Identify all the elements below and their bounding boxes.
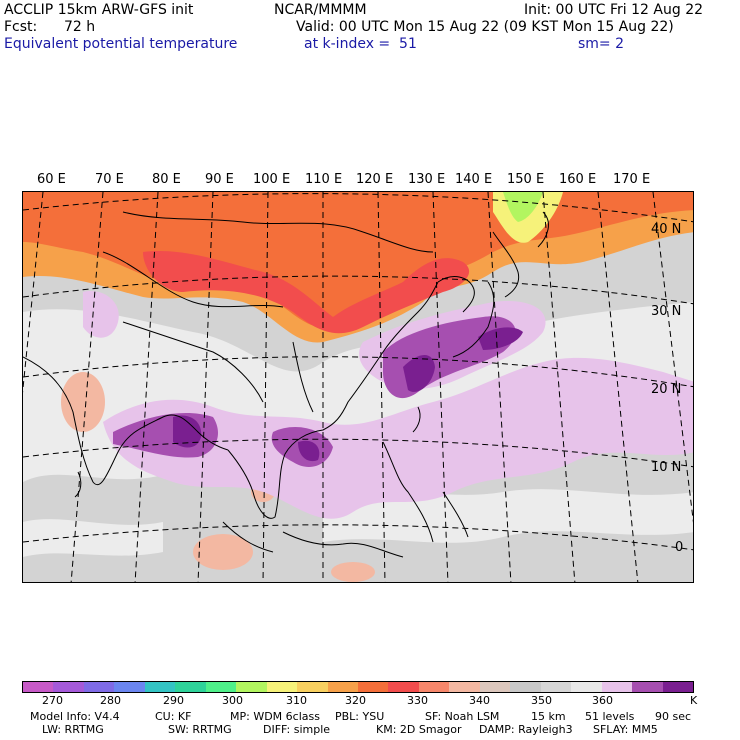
lat-label: 30 N xyxy=(651,304,682,319)
footer-item: DAMP: Rayleigh3 xyxy=(479,723,573,736)
colorbar-tick-label: 310 xyxy=(286,694,307,707)
cool-patch-green xyxy=(503,192,543,222)
colorbar-tick-label: 330 xyxy=(407,694,428,707)
footer-item: 15 km xyxy=(531,710,566,723)
colorbar-swatch xyxy=(662,682,693,692)
colorbar-tick-label: 320 xyxy=(345,694,366,707)
forecast-hour: 72 h xyxy=(64,19,96,35)
colorbar-swatch xyxy=(571,682,602,692)
colorbar-swatch xyxy=(175,682,206,692)
colorbar-swatch xyxy=(388,682,419,692)
footer-item: Model Info: V4.4 xyxy=(30,710,120,723)
footer-item: 51 levels xyxy=(585,710,635,723)
lon-label: 170 E xyxy=(613,172,651,187)
colorbar-tick-label: 290 xyxy=(163,694,184,707)
theta-e-map xyxy=(23,192,693,582)
lon-label: 130 E xyxy=(408,172,446,187)
coastlines xyxy=(23,211,549,558)
colorbar-tick-label: 360 xyxy=(592,694,613,707)
colorbar-swatch xyxy=(236,682,267,692)
lon-label: 60 E xyxy=(37,172,66,187)
colorbar-swatch xyxy=(114,682,145,692)
colorbar-tick-label: 270 xyxy=(42,694,63,707)
footer-item: KM: 2D Smagor xyxy=(376,723,462,736)
level-label: at k-index = 51 xyxy=(304,36,417,52)
colorbar-swatch xyxy=(144,682,176,692)
moist-max xyxy=(173,327,523,462)
colorbar-swatch xyxy=(205,682,237,692)
model-title: ACCLIP 15km ARW-GFS init xyxy=(4,2,194,18)
colorbar-swatch xyxy=(601,682,633,692)
colorbar-swatch xyxy=(418,682,450,692)
footer-item: PBL: YSU xyxy=(335,710,385,723)
footer-item: SW: RRTMG xyxy=(168,723,232,736)
footer-item: SF: Noah LSM xyxy=(425,710,500,723)
colorbar-swatch xyxy=(632,682,663,692)
footer-item: MP: WDM 6class xyxy=(230,710,320,723)
lon-label: 70 E xyxy=(95,172,124,187)
hottest-patch xyxy=(143,251,470,334)
lat-label: 20 N xyxy=(651,382,682,397)
graticule xyxy=(23,192,693,582)
lon-label: 160 E xyxy=(559,172,597,187)
lon-label: 90 E xyxy=(205,172,234,187)
colorbar-swatch xyxy=(357,682,389,692)
map-panel: 40 N 30 N 20 N 10 N 0 xyxy=(22,191,694,583)
colorbar-swatch xyxy=(83,682,115,692)
colorbar xyxy=(22,681,694,693)
init-time: Init: 00 UTC Fri 12 Aug 22 xyxy=(524,2,704,18)
colorbar-swatch xyxy=(266,682,298,692)
lat-label: 0 xyxy=(675,540,684,555)
org-label: NCAR/MMMM xyxy=(274,2,367,18)
colorbar-tick-label: 350 xyxy=(531,694,552,707)
colorbar-tick-label: 280 xyxy=(100,694,121,707)
footer-item: LW: RRTMG xyxy=(42,723,104,736)
lon-label: 80 E xyxy=(152,172,181,187)
smoothing-label: sm= 2 xyxy=(578,36,625,52)
footer-item: CU: KF xyxy=(155,710,192,723)
colorbar-swatch xyxy=(449,682,480,692)
footer-item: SFLAY: MM5 xyxy=(593,723,658,736)
lon-label: 100 E xyxy=(253,172,291,187)
colorbar-swatch xyxy=(327,682,358,692)
lat-label: 10 N xyxy=(651,460,682,475)
lat-label: 40 N xyxy=(651,222,682,237)
field-name: Equivalent potential temperature xyxy=(4,36,238,52)
footer-item: DIFF: simple xyxy=(263,723,331,736)
lon-label: 140 E xyxy=(455,172,493,187)
lon-label: 120 E xyxy=(356,172,394,187)
salmon-patches xyxy=(61,372,375,582)
lon-label: 110 E xyxy=(305,172,343,187)
colorbar-unit: K xyxy=(690,694,698,707)
colorbar-swatch xyxy=(479,682,511,692)
valid-time: Valid: 00 UTC Mon 15 Aug 22 (09 KST Mon … xyxy=(296,19,674,35)
colorbar-tick-label: 300 xyxy=(222,694,243,707)
footer-item: 90 sec xyxy=(655,710,692,723)
colorbar-swatch xyxy=(540,682,572,692)
colorbar-swatch xyxy=(510,682,541,692)
colorbar-swatch xyxy=(297,682,328,692)
colorbar-swatch xyxy=(53,682,84,692)
colorbar-swatch xyxy=(23,682,54,692)
colorbar-tick-label: 340 xyxy=(469,694,490,707)
lon-label: 150 E xyxy=(507,172,545,187)
forecast-label: Fcst: xyxy=(4,19,38,35)
